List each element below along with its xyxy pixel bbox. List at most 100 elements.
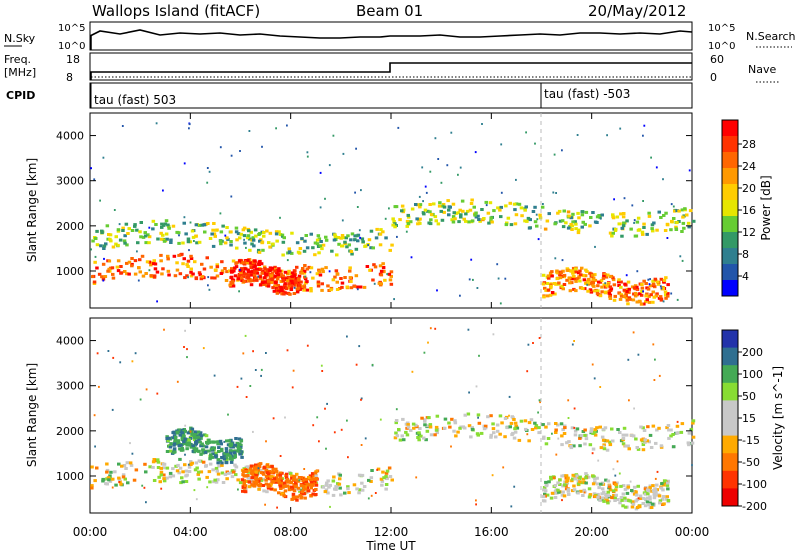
range-gate-cell	[415, 476, 418, 479]
range-gate-cell	[500, 191, 503, 194]
range-gate-cell	[558, 273, 562, 277]
date-title: 20/May/2012	[588, 2, 686, 20]
range-gate-cell	[309, 271, 312, 274]
range-gate-cell	[341, 236, 345, 240]
range-gate-cell	[194, 442, 198, 446]
nave-label: Nave	[748, 63, 776, 76]
range-gate-cell	[435, 431, 439, 435]
range-gate-cell	[180, 431, 184, 435]
range-gate-cell	[563, 424, 567, 428]
range-gate-cell	[605, 448, 610, 452]
range-gate-cell	[134, 352, 137, 355]
y-tick-label: 3000	[56, 380, 84, 393]
range-gate-cell	[324, 235, 328, 239]
range-gate-cell	[617, 280, 621, 284]
range-gate-cell	[291, 495, 296, 499]
range-gate-cell	[593, 289, 597, 293]
range-gate-cell	[571, 343, 574, 346]
range-gate-cell	[491, 474, 494, 477]
range-gate-cell	[172, 442, 177, 446]
range-gate-cell	[276, 283, 280, 287]
range-gate-cell	[595, 476, 599, 480]
range-gate-cell	[111, 276, 116, 280]
range-gate-cell	[421, 211, 426, 215]
range-gate-cell	[596, 284, 600, 288]
range-gate-cell	[658, 501, 662, 505]
range-gate-cell	[619, 280, 623, 284]
cpid-panel: CPID tau (fast) 503 tau (fast) -503	[6, 82, 693, 109]
range-gate-cell	[360, 189, 362, 192]
range-gate-cell	[512, 436, 517, 440]
range-gate-cell	[586, 475, 591, 479]
range-gate-cell	[571, 274, 576, 278]
range-gate-cell	[252, 430, 254, 433]
range-gate-cell	[598, 294, 603, 298]
range-gate-cell	[114, 483, 118, 487]
range-gate-cell	[213, 374, 216, 377]
range-gate-cell	[631, 204, 634, 207]
range-gate-cell	[433, 215, 438, 219]
range-gate-cell	[253, 270, 257, 274]
range-gate-cell	[316, 280, 321, 284]
range-gate-cell	[584, 268, 588, 272]
range-gate-cell	[346, 335, 348, 338]
range-gate-cell	[148, 269, 151, 272]
range-gate-cell	[680, 422, 685, 426]
range-gate-cell	[663, 290, 668, 294]
range-gate-cell	[422, 200, 424, 203]
range-gate-cell	[605, 497, 609, 501]
range-gate-cell	[525, 219, 529, 223]
range-gate-cell	[456, 211, 460, 215]
range-gate-cell	[311, 246, 315, 250]
range-gate-cell	[182, 428, 186, 431]
range-gate-cell	[410, 256, 413, 259]
beam-title: Beam 01	[356, 2, 423, 20]
range-gate-cell	[346, 419, 348, 422]
range-gate-cell	[243, 272, 247, 276]
range-gate-cell	[618, 297, 623, 301]
range-gate-cell	[333, 235, 338, 238]
range-gate-cell	[575, 474, 579, 478]
range-gate-cell	[662, 483, 666, 487]
range-gate-cell	[648, 497, 652, 501]
range-gate-cell	[367, 244, 369, 247]
range-gate-cell	[245, 396, 248, 398]
range-gate-cell	[268, 484, 273, 488]
range-gate-cell	[388, 248, 392, 252]
range-gate-cell	[576, 491, 580, 495]
range-gate-cell	[681, 259, 684, 262]
range-gate-cell	[151, 465, 155, 469]
range-gate-cell	[553, 153, 556, 156]
range-gate-cell	[151, 219, 156, 223]
range-gate-cell	[298, 479, 301, 482]
range-gate-cell	[411, 422, 416, 426]
range-gate-cell	[578, 269, 582, 273]
range-gate-cell	[491, 422, 495, 426]
range-gate-cell	[180, 438, 184, 441]
range-gate-cell	[273, 284, 277, 288]
range-gate-cell	[269, 274, 274, 278]
range-gate-cell	[597, 280, 601, 284]
power-colorbar-swatch	[722, 280, 738, 297]
velocity-colorbar-tick-label: 200	[742, 346, 763, 359]
range-gate-cell	[119, 271, 124, 275]
range-gate-cell	[249, 230, 253, 234]
range-gate-cell	[329, 288, 333, 292]
range-gate-cell	[160, 222, 164, 226]
range-gate-cell	[469, 435, 473, 439]
range-gate-cell	[292, 478, 296, 482]
range-gate-cell	[604, 493, 608, 496]
cpid-segment-2: tau (fast) -503	[544, 87, 630, 101]
range-gate-cell	[374, 492, 377, 494]
range-gate-cell	[664, 293, 668, 297]
range-gate-cell	[152, 275, 157, 279]
range-gate-cell	[489, 216, 493, 220]
range-gate-cell	[132, 478, 137, 482]
range-gate-cell	[182, 221, 186, 225]
range-gate-cell	[324, 238, 329, 242]
range-gate-cell	[201, 444, 206, 448]
range-gate-cell	[197, 470, 201, 474]
range-gate-cell	[662, 300, 665, 303]
range-gate-cell	[121, 473, 126, 477]
range-gate-cell	[591, 447, 596, 451]
